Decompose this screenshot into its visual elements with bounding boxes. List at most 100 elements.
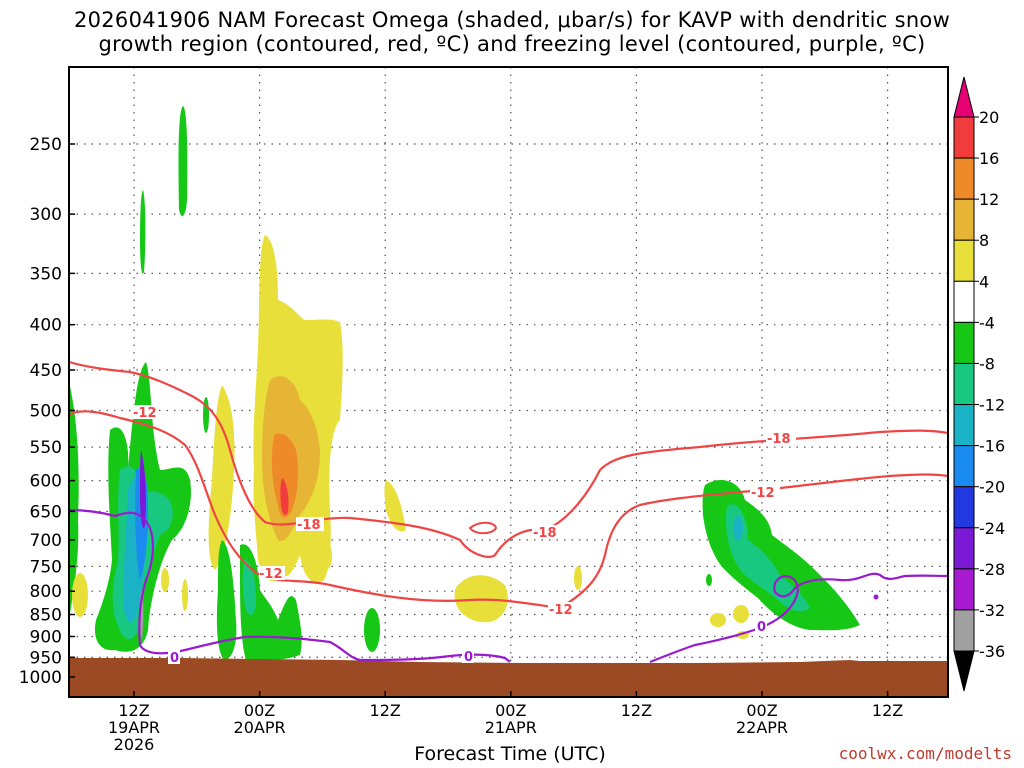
colorbar-label: 20 (979, 108, 999, 127)
contour-label-minus18-c: -18 (767, 432, 791, 447)
chart-title-line-2: growth region (contoured, red, ºC) and f… (98, 32, 926, 56)
dendritic-contour-minus18 (69, 360, 948, 558)
colorbar-label: -8 (979, 354, 995, 373)
x-tick-label: 12Z (621, 701, 652, 720)
colorbar-label: -16 (979, 437, 1005, 456)
contour-label-zero-c: 0 (757, 620, 766, 635)
x-tick-label: 20APR (234, 718, 286, 737)
omega-cell-yellow-7 (574, 566, 582, 590)
contour-label-minus12-d: -12 (751, 486, 775, 501)
colorbar-swatch (953, 609, 975, 652)
omega-cell-mid-yellow-left (208, 385, 235, 570)
colorbar-label: -36 (979, 642, 1005, 661)
colorbar-swatch (953, 486, 975, 529)
y-tick-label: 600 (30, 472, 62, 492)
credit-text: coolwx.com/modelts (838, 744, 1012, 763)
colorbar-swatch (953, 527, 975, 570)
y-tick-label: 750 (30, 557, 62, 577)
omega-cell-upper-streak-1 (178, 106, 188, 217)
colorbar-label: -20 (979, 478, 1005, 497)
colorbar-swatch (953, 404, 975, 447)
y-tick-label: 800 (30, 582, 62, 602)
x-axis-label: Forecast Time (UTC) (414, 743, 606, 765)
colorbar-swatch (953, 362, 975, 406)
x-tick-label: 00Z (495, 701, 526, 720)
y-tick-label: 350 (30, 264, 62, 284)
colorbar-swatch (953, 321, 975, 364)
y-tick-label: 550 (30, 438, 62, 458)
y-tick-label: 700 (30, 531, 62, 551)
y-tick-label: 400 (30, 316, 62, 336)
freezing-level-contour (69, 508, 948, 664)
omega-shading (69, 106, 860, 661)
omega-cell-mid-orange (271, 433, 299, 518)
colorbar-label: 4 (979, 272, 989, 291)
colorbar-label: 12 (979, 190, 999, 209)
x-tick-label: 22APR (736, 718, 788, 737)
y-tick-label: 900 (30, 627, 62, 647)
colorbar-swatch (953, 280, 975, 323)
contour-label-minus12-a: -12 (133, 406, 157, 421)
contour-label-minus18-a: -18 (297, 518, 321, 533)
omega-cell-upper-streak-2 (140, 190, 146, 274)
omega-cell-left-purple (140, 450, 146, 529)
y-tick-label: 300 (30, 205, 62, 225)
x-tick-label: 19APR (108, 718, 160, 737)
x-tick-label: 12Z (872, 701, 903, 720)
omega-cell-yellow-9 (733, 605, 749, 623)
y-tick-label: 500 (30, 402, 62, 422)
x-tick-label: 2026 (114, 735, 155, 754)
x-tick-label: 12Z (118, 701, 149, 720)
colorbar-swatch (953, 116, 975, 159)
colorbar-label: -24 (979, 519, 1005, 538)
contour-label-minus18-b: -18 (533, 526, 557, 541)
y-tick-label: 1000 (19, 668, 62, 688)
omega-cell-mid-green-1 (216, 540, 237, 660)
omega-cell-mid-red (280, 478, 289, 516)
y-tick-label: 850 (30, 606, 62, 626)
colorbar-swatch (953, 568, 975, 611)
omega-cell-yellow-2 (182, 579, 188, 611)
omega-cell-green-3 (364, 608, 380, 652)
omega-cell-right-cyan (733, 516, 743, 540)
colorbar-swatch (953, 445, 975, 488)
y-tick-label: 450 (30, 361, 62, 381)
y-axis: 2503003504004505005506006507007508008509… (19, 135, 75, 688)
colorbar-swatch (953, 198, 975, 241)
omega-cell-left-green (69, 382, 79, 620)
contour-label-zero-a: 0 (170, 651, 179, 666)
omega-cell-yellow-5 (384, 480, 406, 532)
x-tick-label: 00Z (244, 701, 275, 720)
omega-cell-green-4 (706, 574, 712, 586)
omega-cell-yellow-4 (320, 542, 332, 570)
omega-cell-mid-teal (242, 560, 256, 616)
colorbar-label: -4 (979, 313, 995, 332)
contour-label-minus12-c: -12 (549, 603, 573, 618)
omega-cell-yellow-8 (710, 613, 726, 627)
x-tick-label: 21APR (485, 718, 537, 737)
contour-labels: -12 -18 -12 -18 -12 -18 -12 0 0 0 (133, 405, 796, 666)
colorbar-label: -12 (979, 396, 1005, 415)
y-tick-label: 650 (30, 502, 62, 522)
colorbar-label: -28 (979, 560, 1005, 579)
colorbar-label: 16 (979, 149, 999, 168)
freezing-level-dot (873, 594, 879, 600)
contour-label-minus12-b: -12 (259, 567, 283, 582)
colorbar: 20 16 12 8 4 -4 -8 -12 -16 -20 -24 -28 -32 -36 (953, 76, 1005, 692)
contour-label-zero-b: 0 (464, 650, 473, 665)
ground-terrain (69, 658, 948, 697)
y-tick-label: 250 (30, 135, 62, 155)
omega-cell-yellow-1 (72, 573, 88, 617)
colorbar-swatch (953, 76, 975, 118)
y-tick-label: 950 (30, 648, 62, 668)
colorbar-swatch (953, 239, 975, 282)
colorbar-swatch (953, 650, 975, 692)
omega-cell-yellow-3 (161, 568, 169, 592)
omega-cell-right-teal (726, 504, 810, 612)
dendritic-contour-minus18-loop (468, 521, 498, 535)
x-tick-label: 00Z (746, 701, 777, 720)
colorbar-label: -32 (979, 601, 1005, 620)
chart-title-line-1: 2026041906 NAM Forecast Omega (shaded, μ… (73, 8, 951, 32)
